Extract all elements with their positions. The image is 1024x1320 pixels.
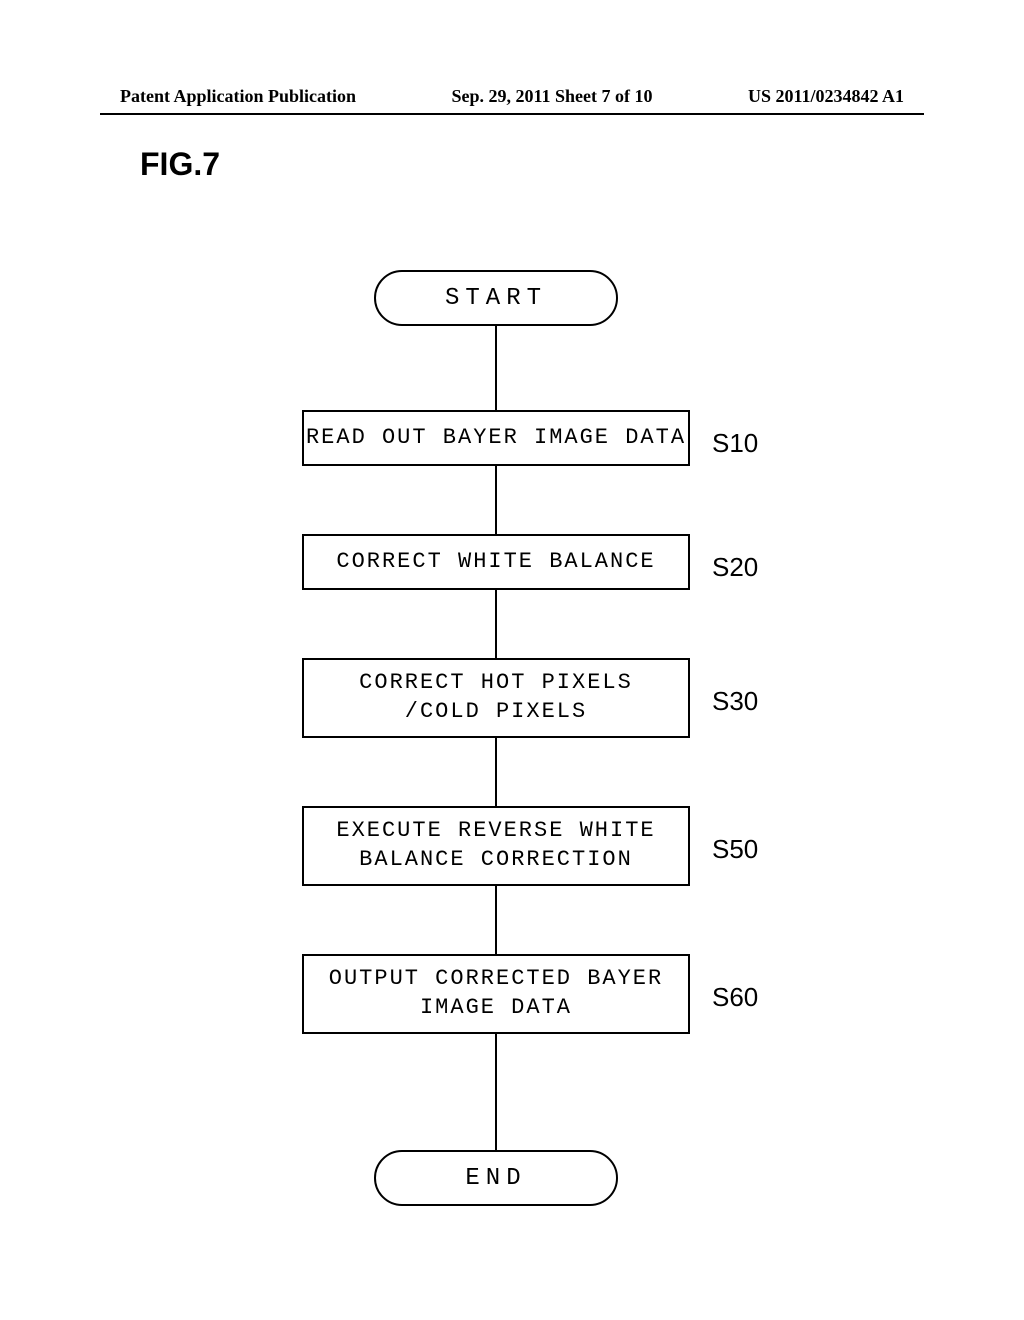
step-label: S30 [712, 686, 758, 717]
flowchart: START READ OUT BAYER IMAGE DATA S10 CORRECT… [0, 270, 1024, 1210]
process-box: EXECUTE REVERSE WHITEBALANCE CORRECTION [302, 806, 690, 886]
process-box: OUTPUT CORRECTED BAYERIMAGE DATA [302, 954, 690, 1034]
process-box: CORRECT HOT PIXELS/COLD PIXELS [302, 658, 690, 738]
header-right: US 2011/0234842 A1 [748, 86, 904, 107]
start-terminator: START [374, 270, 618, 326]
connector [495, 466, 497, 534]
process-box: CORRECT WHITE BALANCE [302, 534, 690, 590]
step-label: S10 [712, 428, 758, 459]
page-header: Patent Application Publication Sep. 29, … [0, 86, 1024, 115]
connector [495, 886, 497, 954]
step-label: S20 [712, 552, 758, 583]
process-box: READ OUT BAYER IMAGE DATA [302, 410, 690, 466]
step-label: S50 [712, 834, 758, 865]
connector [495, 590, 497, 658]
end-terminator: END [374, 1150, 618, 1206]
step-label: S60 [712, 982, 758, 1013]
connector [495, 1034, 497, 1150]
figure-label: FIG.7 [140, 146, 220, 183]
connector [495, 738, 497, 806]
header-center: Sep. 29, 2011 Sheet 7 of 10 [451, 86, 652, 107]
header-left: Patent Application Publication [120, 86, 356, 107]
connector [495, 326, 497, 410]
header-rule [100, 113, 924, 115]
